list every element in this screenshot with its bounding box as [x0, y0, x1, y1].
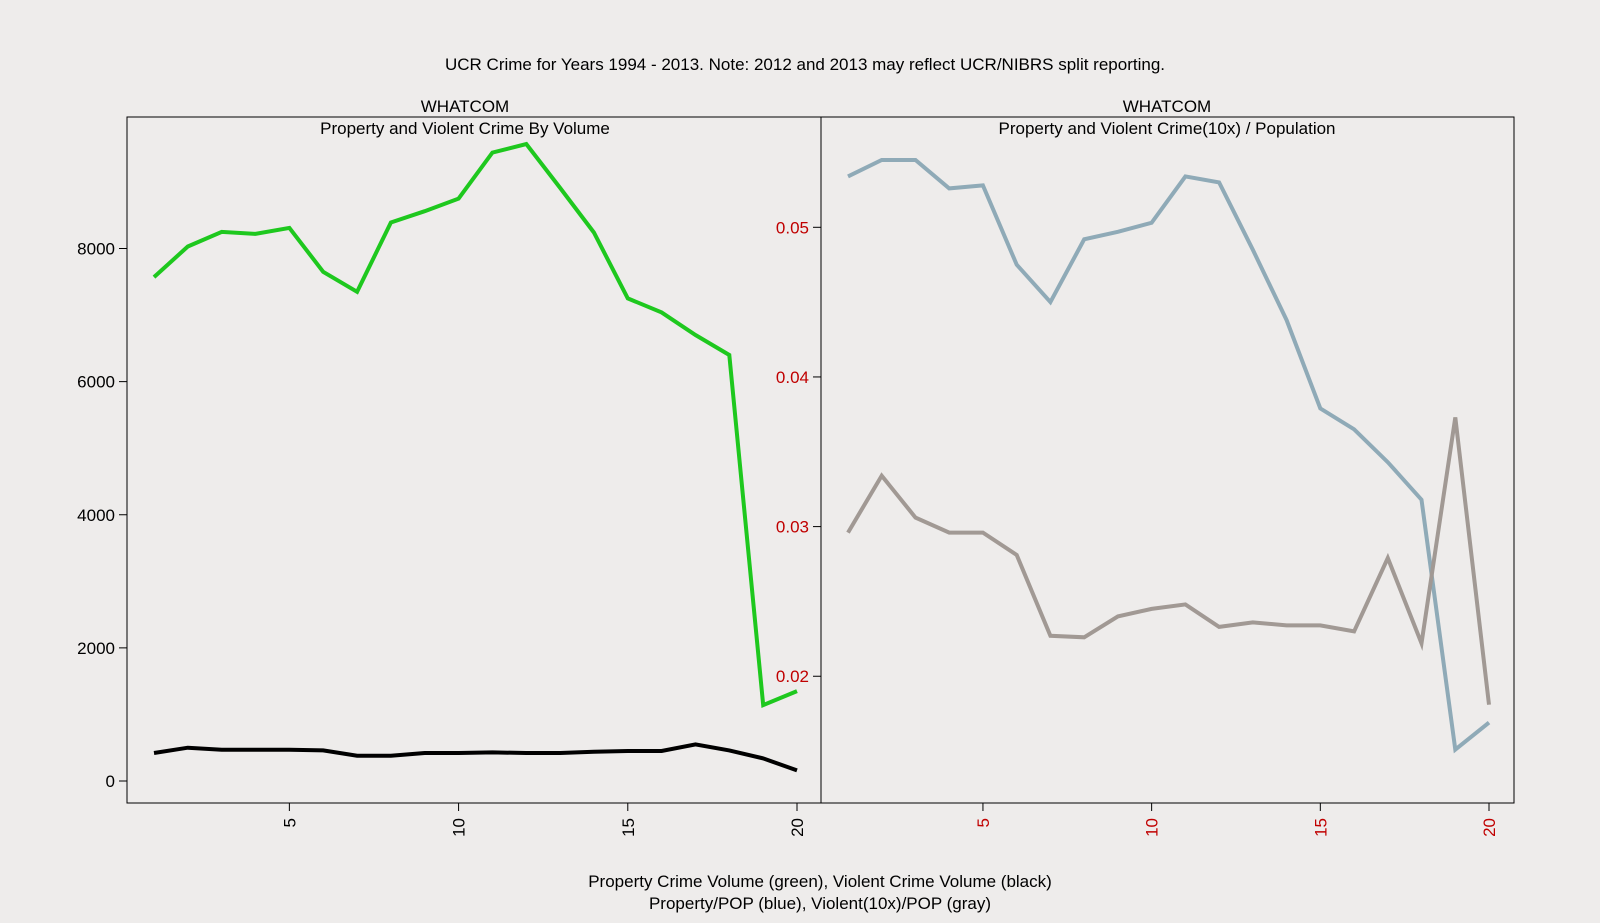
right-x-tick-label: 5 — [974, 818, 993, 827]
right-y-axis: 0.02 0.03 0.04 0.05 — [776, 218, 821, 686]
left-y-tick-label: 6000 — [77, 373, 115, 392]
left-panel-title: WHATCOM — [421, 97, 509, 116]
left-panel-subtitle: Property and Violent Crime By Volume — [320, 119, 610, 138]
right-series-line-0 — [847, 158, 1491, 754]
right-panel-title: WHATCOM — [1123, 97, 1211, 116]
left-y-tick-label: 8000 — [77, 240, 115, 259]
right-y-tick-label: 0.05 — [776, 218, 809, 237]
left-panel: WHATCOM Property and Violent Crime By Vo… — [77, 97, 822, 837]
right-x-tick-label: 15 — [1311, 818, 1330, 837]
right-x-tick-label: 10 — [1143, 818, 1162, 837]
right-y-tick-label: 0.03 — [776, 518, 809, 537]
right-series-group — [846, 158, 1491, 754]
left-series-line-1 — [153, 742, 798, 773]
left-x-tick-label: 20 — [788, 818, 807, 837]
right-panel: WHATCOM Property and Violent Crime(10x) … — [776, 97, 1515, 837]
right-panel-subtitle: Property and Violent Crime(10x) / Popula… — [998, 119, 1335, 138]
left-x-tick-label: 10 — [450, 818, 469, 837]
right-x-tick-label: 20 — [1480, 818, 1499, 837]
right-y-tick-label: 0.04 — [776, 368, 809, 387]
left-y-tick-label: 2000 — [77, 639, 115, 658]
footer-legend-line-2: Property/POP (blue), Violent(10x)/POP (g… — [649, 894, 991, 913]
right-series-line-1 — [846, 417, 1491, 705]
left-y-axis: 0 2000 4000 6000 8000 — [77, 240, 127, 791]
left-x-tick-label: 5 — [280, 818, 299, 827]
left-x-axis: 5 10 15 20 — [280, 803, 807, 837]
right-plot-frame — [820, 116, 1515, 804]
left-series-group — [152, 141, 798, 773]
figure-title: UCR Crime for Years 1994 - 2013. Note: 2… — [445, 55, 1165, 74]
left-series-line-0 — [152, 141, 798, 708]
left-y-tick-label: 0 — [106, 772, 115, 791]
left-plot-frame — [126, 116, 822, 804]
right-y-tick-label: 0.02 — [776, 667, 809, 686]
left-x-tick-label: 15 — [619, 818, 638, 837]
footer-legend-line-1: Property Crime Volume (green), Violent C… — [588, 872, 1052, 891]
left-y-tick-label: 4000 — [77, 506, 115, 525]
right-x-axis: 5 10 15 20 — [974, 803, 1499, 837]
